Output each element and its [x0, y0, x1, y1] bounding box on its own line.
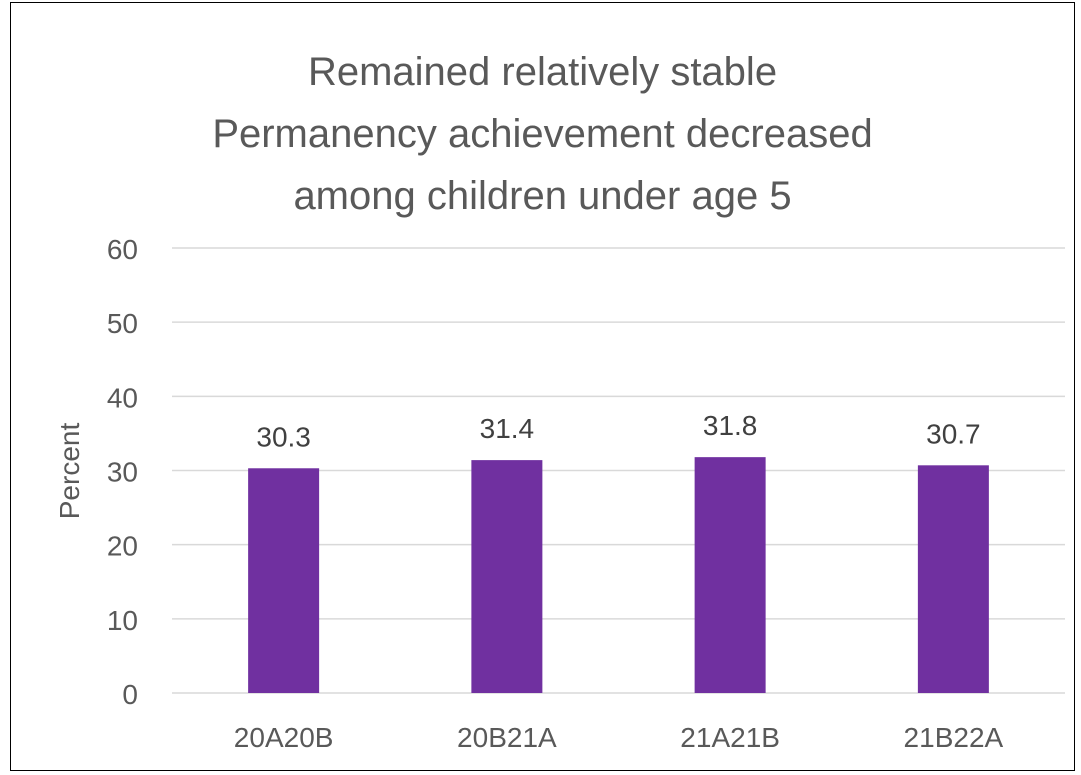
chart-title-line-1: Remained relatively stable	[307, 50, 778, 94]
bar-20B21A	[471, 460, 543, 693]
chart-title: Remained relatively stable Permanency ac…	[11, 41, 1074, 227]
x-category-label-21A21B: 21A21B	[680, 722, 780, 753]
chart-frame: Remained relatively stable Permanency ac…	[10, 2, 1075, 771]
data-labels: 30.3 31.4 31.8 30.7	[256, 410, 980, 452]
y-tick-label: 0	[122, 679, 138, 710]
data-label-20A20B: 30.3	[256, 421, 311, 452]
y-tick-label: 20	[107, 531, 138, 562]
gridlines	[172, 247, 1065, 694]
x-category-label-20A20B: 20A20B	[234, 722, 334, 753]
data-label-21A21B: 31.8	[703, 410, 758, 441]
x-category-label-20B21A: 20B21A	[457, 722, 557, 753]
y-tick-label: 30	[107, 457, 138, 488]
data-label-21B22A: 30.7	[926, 418, 981, 449]
y-tick-label: 60	[107, 234, 138, 265]
y-axis-tick-labels: 0 10 20 30 40 50 60	[107, 234, 138, 710]
bars	[248, 457, 989, 693]
chart-title-line-2: Permanency achievement decreased	[212, 112, 873, 156]
y-tick-label: 40	[107, 382, 138, 413]
bar-21B22A	[917, 465, 989, 693]
x-category-label-21B22A: 21B22A	[904, 722, 1004, 753]
chart-title-line-3: among children under age 5	[293, 174, 792, 218]
y-tick-label: 10	[107, 605, 138, 636]
data-label-20B21A: 31.4	[480, 413, 535, 444]
bar-20A20B	[248, 468, 320, 693]
bar-21A21B	[694, 457, 766, 693]
x-axis-category-labels: 20A20B 20B21A 21A21B 21B22A	[234, 722, 1004, 753]
y-axis-title: Percent	[54, 423, 85, 520]
y-tick-label: 50	[107, 308, 138, 339]
